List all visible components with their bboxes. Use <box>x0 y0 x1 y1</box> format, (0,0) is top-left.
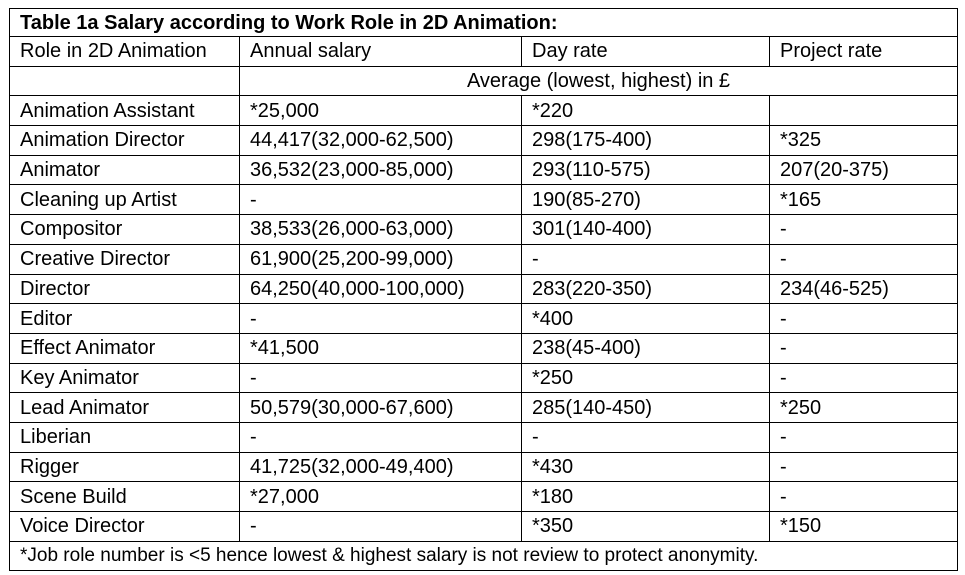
table-row: Animation Assistant *25,000 *220 <box>9 95 959 127</box>
cell-annual-salary: - <box>239 362 522 394</box>
table-row: Effect Animator *41,500 238(45-400) - <box>9 332 959 364</box>
cell-project-rate: *150 <box>768 511 959 542</box>
cell-project-rate: 207(20-375) <box>768 154 959 186</box>
table-row: Key Animator - *250- <box>9 362 959 394</box>
cell-day-rate: *250 <box>521 362 770 394</box>
cell-annual-salary: 38,533(26,000-63,000) <box>239 214 522 245</box>
table-row: Lead Animator 50,579(30,000-67,600) 285(14… <box>9 392 959 423</box>
table-row: Scene Build *27,000 *180- <box>9 481 959 512</box>
cell-annual-salary: 36,532(23,000-85,000) <box>239 154 522 186</box>
table-row: Animator 36,532(23,000-85,000) 293(110-575… <box>9 154 959 186</box>
cell-day-rate: *180 <box>521 481 770 512</box>
salary-table: Table 1a Salary according to Work Role i… <box>8 8 959 572</box>
table-caption-row: Table 1a Salary according to Work Role i… <box>8 8 959 37</box>
cell-annual-salary: 64,250(40,000-100,000) <box>239 273 522 305</box>
cell-day-rate: *430 <box>521 451 770 483</box>
cell-day-rate: 238(45-400) <box>521 332 770 364</box>
cell-role: Lead Animator <box>9 392 240 423</box>
cell-project-rate: - <box>768 362 959 394</box>
cell-project-rate: *250 <box>768 392 959 423</box>
cell-annual-salary: - <box>239 303 522 334</box>
cell-role: Director <box>9 273 240 305</box>
cell-role: Rigger <box>9 451 240 483</box>
cell-role: Key Animator <box>9 362 240 394</box>
table-subheader-row: Average (lowest, highest) in £ <box>9 65 959 97</box>
cell-day-rate: 283(220-350) <box>521 273 770 305</box>
header-annual-salary: Annual salary <box>239 36 522 67</box>
cell-day-rate: 285(140-450) <box>521 392 770 423</box>
cell-project-rate: - <box>768 214 959 245</box>
cell-role: Animator <box>9 154 240 186</box>
table-header-row: Role in 2D Animation Annual salary Day r… <box>9 36 959 67</box>
table-row: Director 64,250(40,000-100,000) 283(220-35… <box>9 273 959 305</box>
cell-project-rate: - <box>768 303 959 334</box>
cell-role: Compositor <box>9 214 240 245</box>
table-row: Editor - *400- <box>9 303 959 334</box>
cell-role: Editor <box>9 303 240 334</box>
footnote-row: *Job role number is <5 hence lowest & hi… <box>8 540 959 572</box>
cell-annual-salary: - <box>239 511 522 542</box>
cell-project-rate: - <box>768 451 959 483</box>
table-caption: Table 1a Salary according to Work Role i… <box>8 8 959 37</box>
cell-day-rate: 298(175-400) <box>521 125 770 156</box>
cell-annual-salary: *41,500 <box>239 332 522 364</box>
table-row: Creative Director 61,900(25,200-99,000) - - <box>9 243 959 275</box>
cell-project-rate: - <box>768 243 959 275</box>
cell-project-rate: 234(46-525) <box>768 273 959 305</box>
cell-project-rate: - <box>768 332 959 364</box>
table-row: Voice Director - *350 *150 <box>9 511 959 542</box>
cell-annual-salary: 50,579(30,000-67,600) <box>239 392 522 423</box>
cell-project-rate <box>768 95 959 127</box>
cell-day-rate: *350 <box>521 511 770 542</box>
salary-table-body: Table 1a Salary according to Work Role i… <box>8 8 959 572</box>
cell-role: Effect Animator <box>9 332 240 364</box>
cell-role: Scene Build <box>9 481 240 512</box>
subheader-empty-cell <box>9 65 240 97</box>
cell-day-rate: *220 <box>521 95 770 127</box>
cell-annual-salary: 44,417(32,000-62,500) <box>239 125 522 156</box>
cell-role: Cleaning up Artist <box>9 184 240 216</box>
cell-annual-salary: *27,000 <box>239 481 522 512</box>
cell-role: Animation Director <box>9 125 240 156</box>
cell-day-rate: - <box>521 243 770 275</box>
cell-project-rate: *325 <box>768 125 959 156</box>
table-row: Liberian - - - <box>9 421 959 453</box>
header-project-rate: Project rate <box>768 36 959 67</box>
cell-project-rate: *165 <box>768 184 959 216</box>
table-row: Compositor 38,533(26,000-63,000) 301(140-4… <box>9 214 959 245</box>
header-role: Role in 2D Animation <box>9 36 240 67</box>
table-footnote: *Job role number is <5 hence lowest & hi… <box>8 540 959 572</box>
cell-role: Voice Director <box>9 511 240 542</box>
table-subheader: Average (lowest, highest) in £ <box>238 65 959 97</box>
cell-role: Liberian <box>9 421 240 453</box>
cell-annual-salary: 41,725(32,000-49,400) <box>239 451 522 483</box>
cell-day-rate: 190(85-270) <box>521 184 770 216</box>
cell-day-rate: - <box>521 421 770 453</box>
cell-day-rate: 301(140-400) <box>521 214 770 245</box>
cell-project-rate: - <box>768 481 959 512</box>
document: Table 1a Salary according to Work Role i… <box>8 8 959 572</box>
cell-annual-salary: *25,000 <box>239 95 522 127</box>
cell-role: Animation Assistant <box>9 95 240 127</box>
table-row: Cleaning up Artist -190(85-270) *165 <box>9 184 959 216</box>
cell-annual-salary: - <box>239 421 522 453</box>
cell-annual-salary: - <box>239 184 522 216</box>
cell-project-rate: - <box>768 421 959 453</box>
table-row: Rigger 41,725(32,000-49,400) *430- <box>9 451 959 483</box>
header-day-rate: Day rate <box>521 36 770 67</box>
table-row: Animation Director 44,417(32,000-62,500) 2… <box>9 125 959 156</box>
cell-annual-salary: 61,900(25,200-99,000) <box>239 243 522 275</box>
cell-role: Creative Director <box>9 243 240 275</box>
cell-day-rate: 293(110-575) <box>521 154 770 186</box>
cell-day-rate: *400 <box>521 303 770 334</box>
